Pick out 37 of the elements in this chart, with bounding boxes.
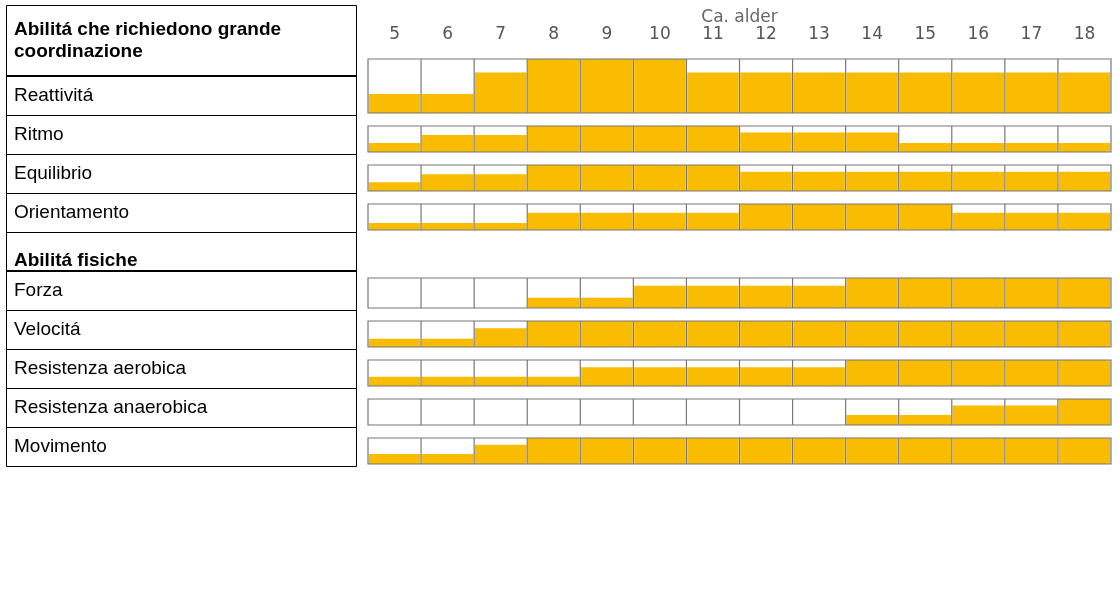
x-tick-label: 5 bbox=[389, 23, 400, 44]
bar bbox=[528, 165, 580, 191]
y-axis-title: Equilibrio bbox=[14, 162, 93, 184]
x-tick-label: 13 bbox=[808, 23, 830, 44]
bar bbox=[421, 135, 474, 152]
text: Abilitá fisiche bbox=[14, 248, 138, 270]
x-tick-label: 18 bbox=[1073, 23, 1096, 44]
x-tick-label: 17 bbox=[1020, 23, 1043, 44]
bar bbox=[421, 174, 474, 191]
x-tick-label: 7 bbox=[495, 23, 507, 44]
x-tick-label: 16 bbox=[967, 23, 990, 44]
x-tick-label: 12 bbox=[755, 23, 777, 44]
x-tick-label: 11 bbox=[702, 23, 724, 44]
y-axis-title: Resistenza anaerobica bbox=[14, 396, 208, 418]
bar bbox=[474, 174, 527, 191]
x-tick-label: 9 bbox=[601, 23, 613, 44]
bar bbox=[368, 182, 421, 191]
x-tick-label: 8 bbox=[548, 23, 560, 44]
bar bbox=[952, 171, 1005, 191]
bar bbox=[1005, 171, 1058, 191]
x-tick-label: 14 bbox=[861, 23, 883, 44]
y-axis-title: Velocitá bbox=[14, 318, 81, 340]
y-axis-title: Ritmo bbox=[14, 123, 64, 145]
y-axis-title: Movimento bbox=[14, 435, 107, 457]
y-axis-title: Forza bbox=[14, 279, 63, 301]
x-tick-label: 15 bbox=[914, 23, 937, 44]
bar bbox=[528, 126, 580, 152]
bar bbox=[474, 135, 527, 152]
bar bbox=[1058, 171, 1111, 191]
x-tick-label: 6 bbox=[442, 23, 454, 44]
y-axis-title: Reattivitá bbox=[14, 84, 94, 106]
x-axis-title: Ca. alder bbox=[701, 5, 778, 26]
bar bbox=[899, 171, 951, 191]
y-axis-title: Resistenza aerobica bbox=[14, 357, 187, 379]
text: Abilitá che richiedono grande coordinazione bbox=[14, 17, 282, 61]
x-tick-label: 10 bbox=[649, 23, 671, 44]
y-axis-title: Orientamento bbox=[14, 201, 130, 223]
